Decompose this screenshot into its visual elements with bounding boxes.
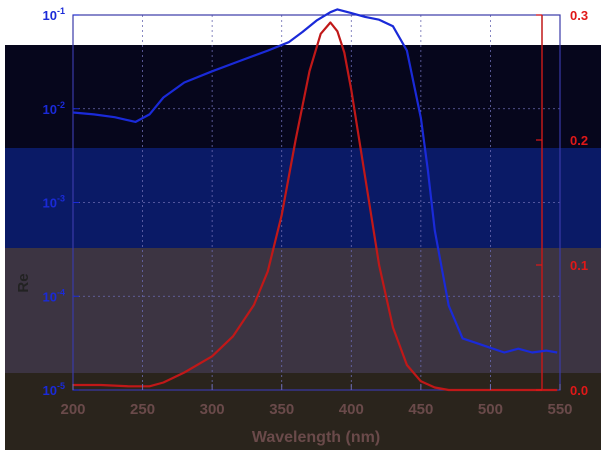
right-tick-label: 0.0 xyxy=(570,383,588,398)
blue-band xyxy=(5,148,601,248)
mid-band xyxy=(5,248,601,373)
right-tick-label: 0.2 xyxy=(570,133,588,148)
x-tick-label: 350 xyxy=(269,401,294,418)
left-tick-label: 10-5 xyxy=(43,381,65,398)
series-layer xyxy=(72,8,558,392)
x-tick-label: 400 xyxy=(339,401,364,418)
x-tick-label: 450 xyxy=(408,401,433,418)
left-tick-label: 10-1 xyxy=(43,6,65,23)
x-tick-label: 250 xyxy=(130,401,155,418)
x-tick-label: 300 xyxy=(200,401,225,418)
right-axis-ticks: 0.3 0.2 0.1 0.0 xyxy=(536,8,588,398)
x-tick-label: 200 xyxy=(60,401,85,418)
y-axis-label: Re xyxy=(15,273,32,292)
right-tick-label: 0.1 xyxy=(570,258,588,273)
left-tick-label: 10-2 xyxy=(43,100,65,117)
left-axis-ticks: 10-1 10-2 10-3 10-4 10-5 xyxy=(43,6,79,398)
x-axis-label: Wavelength (nm) xyxy=(252,429,380,446)
x-tick-label: 550 xyxy=(547,401,572,418)
left-tick-label: 10-3 xyxy=(43,194,65,211)
series-line-left xyxy=(72,8,558,354)
left-tick-label: 10-4 xyxy=(43,287,65,304)
series-line-right xyxy=(73,21,558,392)
x-axis-ticks: 200 250 300 350 400 450 500 550 xyxy=(60,384,573,418)
right-tick-label: 0.3 xyxy=(570,8,588,23)
x-tick-label: 500 xyxy=(478,401,503,418)
